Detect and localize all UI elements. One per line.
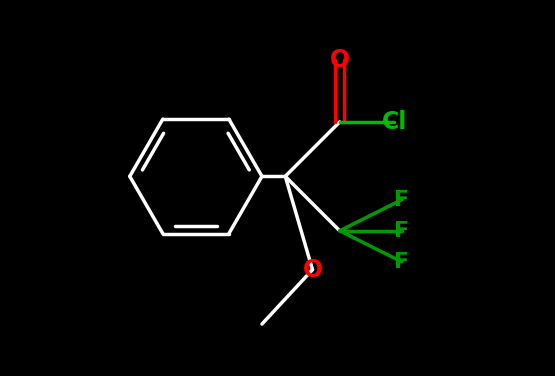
Text: F: F	[395, 221, 410, 241]
Text: O: O	[330, 48, 350, 72]
Text: F: F	[395, 190, 410, 210]
Text: F: F	[395, 252, 410, 272]
Text: O: O	[302, 258, 322, 282]
Text: Cl: Cl	[381, 110, 407, 134]
